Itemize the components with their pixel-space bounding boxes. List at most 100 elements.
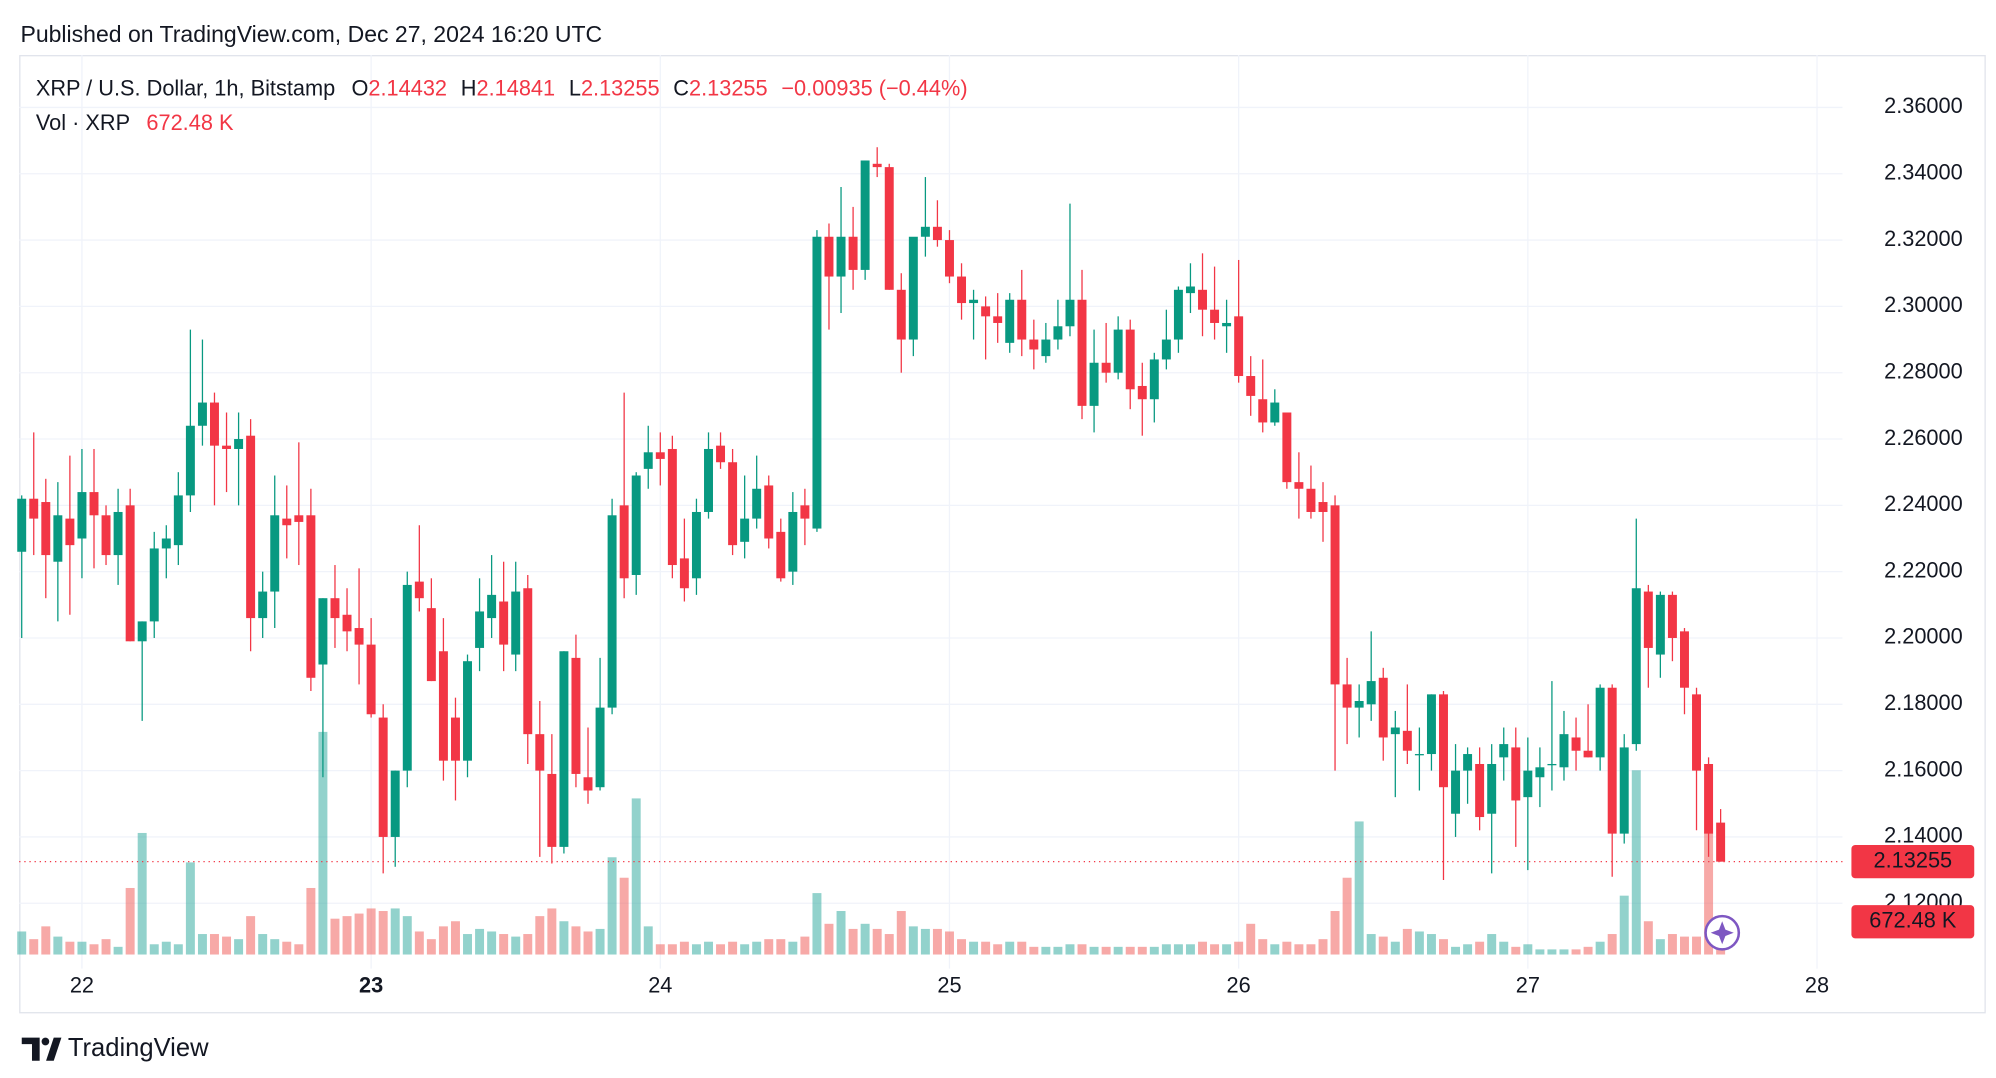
volume-title: Vol · XRP bbox=[36, 110, 130, 135]
volume-bar bbox=[716, 944, 726, 955]
candle-body bbox=[1270, 402, 1280, 423]
volume-bar bbox=[908, 926, 918, 955]
volume-bar bbox=[463, 934, 472, 955]
volume-bar bbox=[860, 923, 870, 955]
volume-bar bbox=[1053, 946, 1063, 955]
candle-body bbox=[234, 439, 244, 449]
volume-bar bbox=[1559, 949, 1569, 955]
candle-body bbox=[246, 435, 256, 619]
volume-bar bbox=[378, 911, 388, 955]
footer-logo: TradingView bbox=[21, 1034, 209, 1062]
logo-mark bbox=[21, 1037, 40, 1061]
volume-bar bbox=[1354, 821, 1364, 955]
volume-bar bbox=[1294, 944, 1304, 955]
candle-body bbox=[137, 621, 147, 642]
candle-body bbox=[1065, 299, 1075, 327]
volume-bar bbox=[354, 913, 364, 955]
volume-bar bbox=[788, 941, 798, 955]
candle-body bbox=[1704, 763, 1714, 834]
candle-body bbox=[390, 770, 400, 837]
volume-bar bbox=[920, 928, 930, 955]
volume-bar bbox=[1258, 939, 1268, 955]
candle-body bbox=[41, 502, 51, 556]
candle-body bbox=[932, 226, 942, 241]
volume-bar bbox=[1005, 941, 1015, 955]
volume-bar bbox=[1704, 831, 1714, 955]
candle-body bbox=[788, 511, 798, 572]
candle-body bbox=[1222, 322, 1232, 327]
candle-body bbox=[1463, 754, 1473, 771]
volume-bar bbox=[1426, 934, 1436, 955]
volume-bar bbox=[848, 928, 858, 955]
candle-body bbox=[1137, 385, 1147, 400]
x-tick-label: 27 bbox=[1516, 972, 1540, 997]
candle-body bbox=[1173, 289, 1183, 340]
candle-body bbox=[1547, 763, 1557, 766]
candle-body bbox=[282, 518, 292, 526]
volume-bar bbox=[583, 931, 593, 955]
volume-bar bbox=[896, 911, 906, 955]
volume-bar bbox=[523, 934, 533, 955]
volume-bar bbox=[1342, 877, 1352, 955]
volume-bar bbox=[679, 941, 689, 955]
volume-bar bbox=[1680, 936, 1689, 955]
last-volume-label: 672.48 K bbox=[1869, 908, 1957, 933]
volume-bar bbox=[607, 857, 617, 955]
volume-bar bbox=[113, 946, 123, 955]
candle-body bbox=[1643, 591, 1653, 648]
candle-body bbox=[1667, 594, 1677, 638]
candle-body bbox=[1655, 594, 1665, 655]
volume-bar bbox=[414, 931, 424, 955]
candle-body bbox=[1185, 286, 1195, 294]
candle-body bbox=[1414, 754, 1424, 756]
candle-body bbox=[1282, 412, 1292, 483]
volume-bar bbox=[1318, 939, 1328, 955]
volume-bar bbox=[1595, 941, 1605, 955]
candle-body bbox=[1041, 339, 1051, 357]
volume-bar bbox=[1137, 946, 1147, 955]
volume-bar bbox=[330, 918, 340, 955]
volume-bar bbox=[1077, 944, 1087, 955]
volume-bar bbox=[185, 862, 195, 955]
icon-star bbox=[1710, 921, 1734, 945]
candle-body bbox=[896, 289, 906, 340]
x-tick-label: 26 bbox=[1227, 972, 1251, 997]
candle-body bbox=[619, 505, 629, 579]
y-tick-label: 2.30000 bbox=[1884, 292, 1963, 317]
volume-bar bbox=[740, 944, 750, 955]
candle-body bbox=[1005, 299, 1015, 343]
candle-body bbox=[1210, 309, 1220, 323]
volume-bar bbox=[1511, 946, 1521, 955]
volume-bar bbox=[487, 931, 497, 955]
volume-bar bbox=[499, 934, 509, 955]
volume-bar bbox=[65, 941, 75, 955]
candle-body bbox=[1559, 734, 1569, 768]
brand-name: TradingView bbox=[68, 1034, 209, 1062]
volume-bar bbox=[547, 908, 557, 955]
volume-bar bbox=[752, 941, 762, 955]
volume-bar bbox=[1282, 941, 1292, 955]
volume-bar bbox=[77, 941, 87, 955]
candle-body bbox=[679, 558, 689, 589]
volume-bar bbox=[836, 911, 846, 955]
candle-layer bbox=[17, 147, 1726, 881]
last-price-label: 2.13255 bbox=[1874, 847, 1953, 872]
volume-bar bbox=[17, 931, 27, 955]
volume-bar bbox=[258, 934, 268, 955]
candle-body bbox=[1306, 488, 1316, 512]
y-tick-label: 2.14000 bbox=[1884, 823, 1963, 848]
candle-body bbox=[535, 734, 545, 771]
volume-bar bbox=[1547, 949, 1557, 955]
candle-body bbox=[1499, 744, 1509, 758]
volume-bar bbox=[1451, 946, 1461, 955]
candle-body bbox=[752, 488, 762, 519]
volume-bar bbox=[53, 936, 63, 955]
candle-body bbox=[1258, 399, 1268, 423]
candle-body bbox=[1487, 763, 1497, 814]
axes: 2.120002.140002.160002.180002.200002.220… bbox=[19, 93, 1975, 997]
candle-body bbox=[222, 445, 232, 449]
candle-body bbox=[1125, 329, 1135, 390]
candle-body bbox=[583, 777, 593, 791]
y-tick-label: 2.24000 bbox=[1884, 491, 1963, 516]
last-volume-box bbox=[1851, 905, 1975, 939]
